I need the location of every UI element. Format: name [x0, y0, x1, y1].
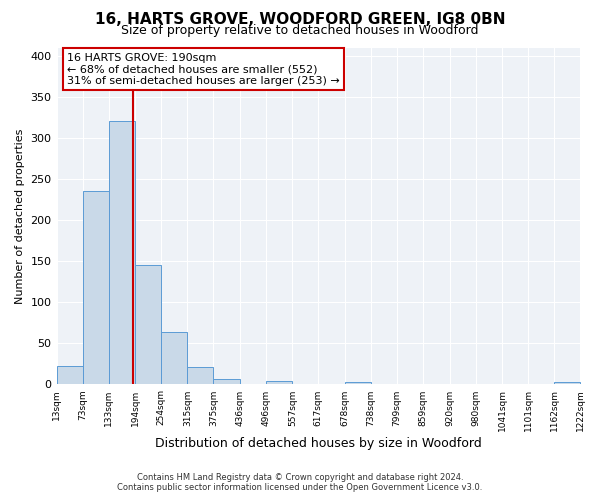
Bar	[554, 382, 580, 384]
X-axis label: Distribution of detached houses by size in Woodford: Distribution of detached houses by size …	[155, 437, 482, 450]
Bar	[135, 266, 161, 384]
Y-axis label: Number of detached properties: Number of detached properties	[15, 128, 25, 304]
Text: 16, HARTS GROVE, WOODFORD GREEN, IG8 0BN: 16, HARTS GROVE, WOODFORD GREEN, IG8 0BN	[95, 12, 505, 28]
Bar	[187, 367, 214, 384]
Bar	[214, 378, 240, 384]
Text: Size of property relative to detached houses in Woodford: Size of property relative to detached ho…	[121, 24, 479, 37]
Bar	[345, 382, 371, 384]
Bar	[266, 381, 292, 384]
Text: 16 HARTS GROVE: 190sqm
← 68% of detached houses are smaller (552)
31% of semi-de: 16 HARTS GROVE: 190sqm ← 68% of detached…	[67, 52, 340, 86]
Bar	[161, 332, 187, 384]
Text: Contains HM Land Registry data © Crown copyright and database right 2024.
Contai: Contains HM Land Registry data © Crown c…	[118, 473, 482, 492]
Bar	[109, 122, 135, 384]
Bar	[56, 366, 83, 384]
Bar	[83, 190, 109, 384]
